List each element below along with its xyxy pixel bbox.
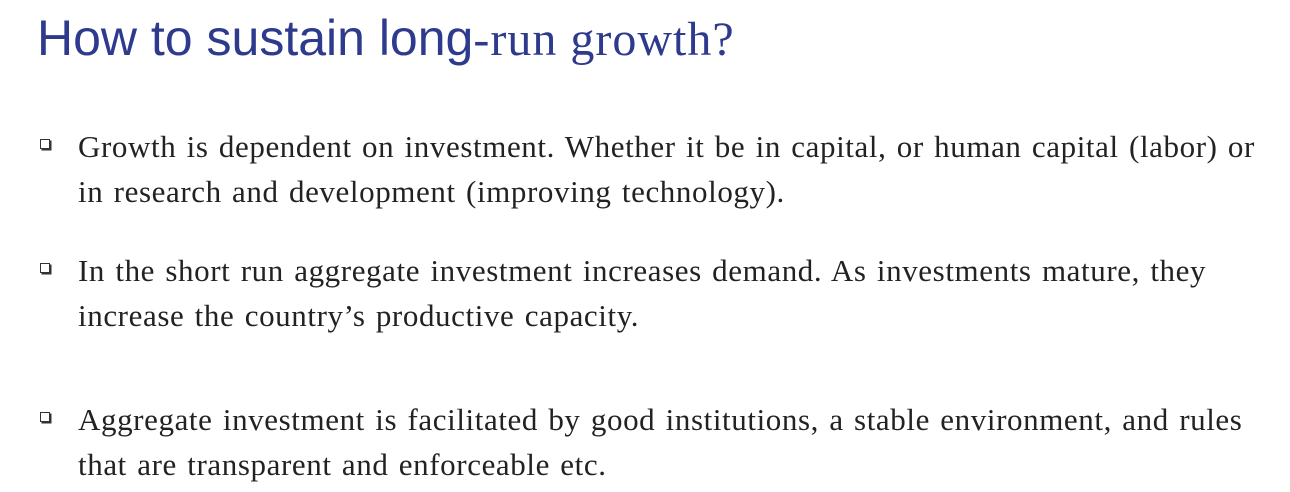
bullet-text: Aggregate investment is facilitated by g… xyxy=(78,402,1243,482)
slide-title-sans-part: How to sustain long xyxy=(37,10,474,66)
slide-title-serif-part: -run growth? xyxy=(473,13,735,66)
hollow-square-bullet-icon xyxy=(40,139,50,149)
hollow-square-bullet-icon xyxy=(40,412,50,422)
bullet-text: In the short run aggregate investment in… xyxy=(78,253,1207,333)
slide-title: How to sustain long-run growth? xyxy=(37,6,735,76)
hollow-square-bullet-icon xyxy=(40,263,50,273)
bullet-text: Growth is dependent on investment. Wheth… xyxy=(78,129,1255,209)
